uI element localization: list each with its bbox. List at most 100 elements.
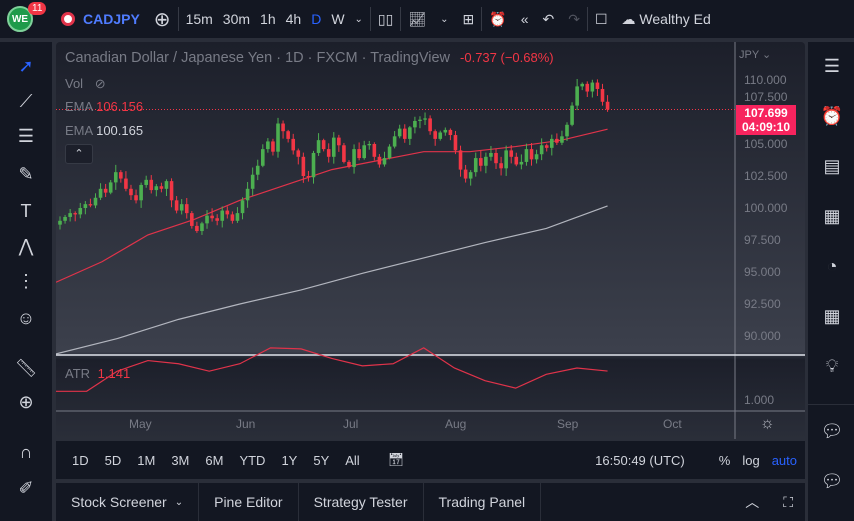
maximize-icon[interactable]: ⛶	[783, 493, 793, 510]
indicators-icon[interactable]: 📈︎	[408, 10, 427, 27]
candle-body	[352, 149, 356, 168]
candle-body	[311, 152, 316, 178]
candle-body	[337, 137, 341, 146]
magnet-icon[interactable]: ∩	[19, 441, 33, 462]
date-range-icon[interactable]: 📅︎	[387, 452, 405, 467]
chevron-down-icon[interactable]: ⌄	[440, 13, 449, 25]
percent-toggle[interactable]: %	[718, 452, 731, 468]
interval-30m[interactable]: 30m	[222, 11, 251, 27]
ruler-icon[interactable]: 📏︎	[14, 357, 38, 378]
settings-icon[interactable]: ☼	[760, 415, 775, 432]
currency-selector[interactable]: JPY ⌄	[739, 49, 772, 61]
emoji-icon[interactable]: ☺	[16, 307, 36, 328]
interval-d[interactable]: D	[311, 11, 322, 27]
range-1d[interactable]: 1D	[72, 452, 89, 468]
log-toggle[interactable]: log	[742, 452, 760, 468]
range-3m[interactable]: 3M	[171, 452, 190, 468]
candle-body	[600, 88, 605, 102]
price-tick: 102.500	[744, 169, 788, 183]
chevron-down-icon[interactable]: ⌄	[354, 13, 363, 25]
candle-body	[489, 152, 493, 157]
ema-fast-value: 106.156	[96, 99, 144, 114]
candle-body	[119, 172, 123, 179]
price-tick: 95.000	[744, 265, 781, 279]
trend-line-icon[interactable]: ⟋	[19, 90, 33, 111]
streams-icon[interactable]: 💬︎	[820, 470, 844, 491]
layout-grid-icon[interactable]: ⊞	[462, 10, 475, 27]
last-price: 107.699	[744, 106, 788, 120]
price-chart[interactable]: 110.000 107.500 105.000 102.500 100.000 97.50…	[56, 42, 805, 439]
chat-icon[interactable]: 💬︎	[820, 420, 844, 441]
compare-button[interactable]: ⊕	[153, 8, 171, 31]
fullscreen-square-icon[interactable]: ☐	[594, 10, 608, 27]
tab-trading-panel[interactable]: Trading Panel	[424, 483, 542, 521]
layout-name[interactable]: ☁ Wealthy Ed	[615, 0, 718, 38]
undo-icon[interactable]: ↶	[542, 10, 555, 27]
candle-body	[458, 150, 463, 170]
interval-1h[interactable]: 1h	[260, 11, 276, 27]
candle-body	[98, 188, 103, 198]
candle-body	[195, 225, 199, 232]
candle-body	[494, 152, 498, 164]
candle-body	[549, 138, 554, 148]
zoom-icon[interactable]: ⊕	[18, 391, 34, 412]
candle-body	[276, 123, 280, 152]
interval-w[interactable]: W	[331, 11, 345, 27]
news-icon[interactable]: ▤	[823, 155, 841, 176]
range-all[interactable]: All	[345, 452, 360, 468]
interval-4h[interactable]: 4h	[285, 11, 302, 27]
price-change: -0.737 (−0.68%)	[460, 50, 554, 65]
lock-pencil-icon[interactable]: ✐	[18, 477, 34, 498]
alert-icon[interactable]: ⏰	[489, 10, 507, 27]
bar-countdown: 04:09:10	[741, 120, 791, 134]
tab-pine-editor[interactable]: Pine Editor	[199, 483, 299, 521]
text-icon[interactable]: T	[20, 200, 32, 221]
alarm-icon[interactable]: ⏰	[820, 105, 844, 126]
cursor-icon[interactable]: ➚	[18, 55, 34, 76]
fib-icon[interactable]: ☰	[17, 125, 35, 146]
candle-body	[326, 149, 331, 157]
range-ytd[interactable]: YTD	[239, 452, 266, 468]
candles-icon[interactable]: ▯▯	[377, 10, 394, 27]
candle-body	[124, 178, 128, 189]
brush-icon[interactable]: ✎	[18, 163, 34, 184]
hotlist-icon[interactable]: ◔	[826, 255, 838, 276]
auto-toggle[interactable]: auto	[771, 452, 797, 468]
chevron-up-icon[interactable]: ︿	[745, 494, 760, 510]
atr-value: 1.141	[97, 366, 131, 381]
chart-area[interactable]: 110.000 107.500 105.000 102.500 100.000 97.50…	[56, 42, 805, 439]
candle-body	[468, 172, 473, 179]
candle-body	[463, 169, 468, 179]
tab-strategy-tester[interactable]: Strategy Tester	[299, 483, 424, 521]
candle-body	[580, 83, 585, 87]
logo-button[interactable]: WE 11	[0, 0, 47, 38]
data-window-icon[interactable]: ▦	[823, 205, 841, 226]
forecast-icon[interactable]: ⋮	[17, 270, 35, 291]
watchlist-icon[interactable]: ☰	[823, 55, 841, 76]
range-5y[interactable]: 5Y	[313, 452, 330, 468]
redo-icon[interactable]: ↷	[568, 10, 580, 27]
range-6m[interactable]: 6M	[205, 452, 224, 468]
candle-body	[190, 213, 194, 226]
ideas-icon[interactable]: 💡︎	[825, 355, 839, 376]
candle-body	[504, 150, 508, 169]
range-5d[interactable]: 5D	[104, 452, 122, 468]
replay-icon[interactable]: «	[520, 11, 529, 27]
chart-title: Canadian Dollar / Japanese Yen · 1D · FX…	[65, 50, 450, 66]
calendar-icon[interactable]: ▦	[823, 305, 841, 326]
candle-body	[281, 123, 285, 132]
last-price-label: 107.699 04:09:10	[736, 105, 796, 135]
range-1m[interactable]: 1M	[137, 452, 156, 468]
range-1y[interactable]: 1Y	[281, 452, 298, 468]
symbol-search[interactable]: CADJPY	[54, 0, 147, 38]
interval-15m[interactable]: 15m	[185, 11, 213, 27]
top-toolbar: WE 11 CADJPY ⊕ 15m 30m 1h 4h D W ⌄ ▯▯ 📈︎…	[0, 0, 854, 38]
collapse-legend-button[interactable]: ⌃	[65, 144, 93, 164]
candle-body	[58, 220, 62, 225]
pattern-icon[interactable]: ⋀	[18, 235, 34, 256]
clock[interactable]: 16:50:49 (UTC)	[595, 452, 685, 468]
tab-stock-screener[interactable]: Stock Screener ⌄	[56, 483, 200, 521]
eye-off-icon[interactable]: ⊘	[94, 76, 106, 91]
candle-body	[605, 101, 610, 110]
atr-tick: 1.000	[744, 393, 774, 407]
